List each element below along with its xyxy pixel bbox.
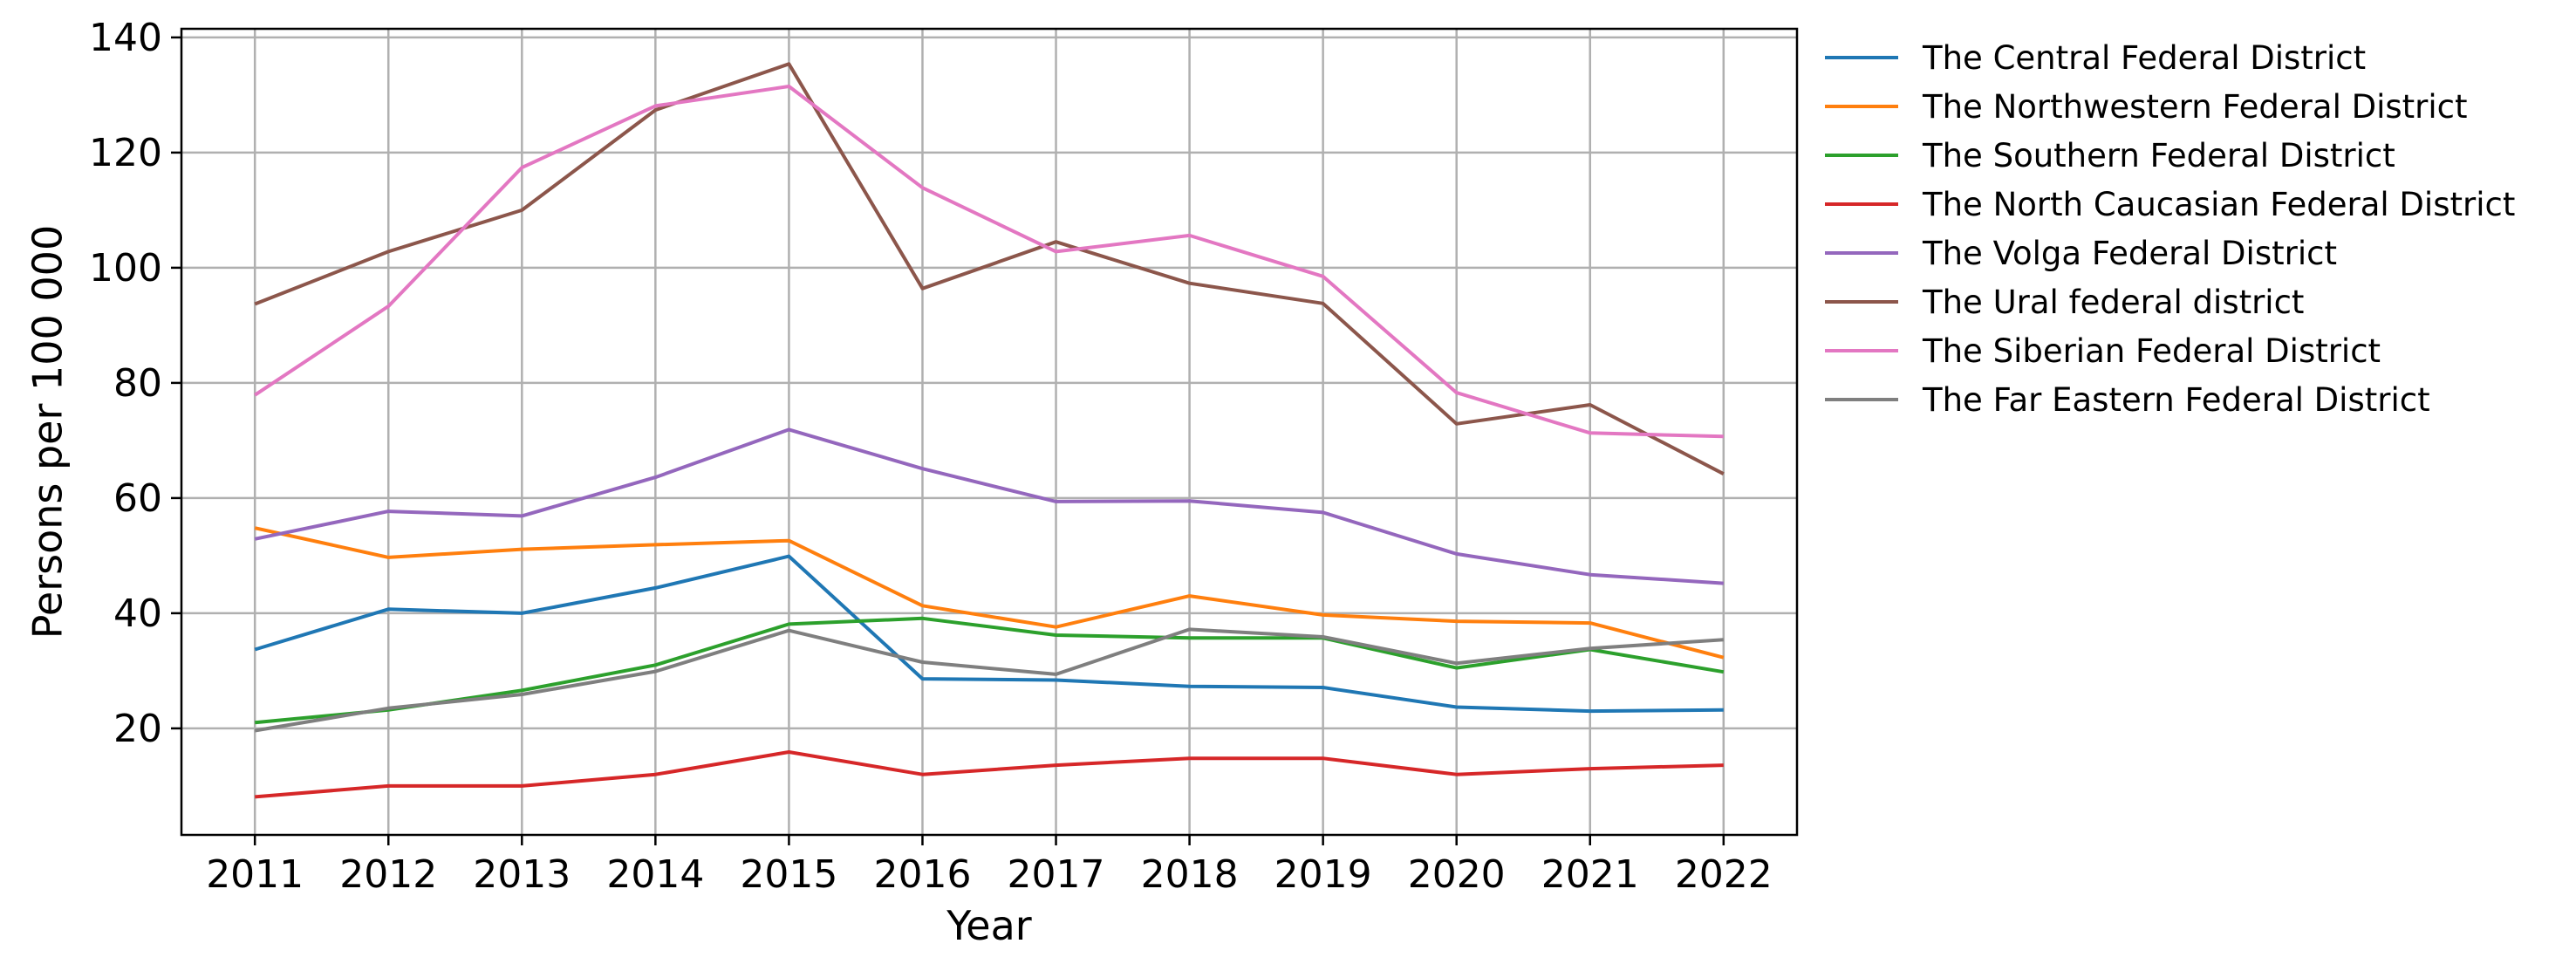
legend-entry: The Southern Federal District xyxy=(1922,137,2395,174)
y-tick-label: 120 xyxy=(89,131,162,175)
series-line-7 xyxy=(254,85,1724,439)
series-line-2 xyxy=(254,526,1725,660)
y-tick-label: 60 xyxy=(113,476,162,521)
y-axis: 20 40 60 80 100 120 140 xyxy=(89,16,181,751)
x-tick-label: 2014 xyxy=(606,852,704,897)
legend-entry: The Ural federal district xyxy=(1922,284,2304,321)
legend-entry: The Central Federal District xyxy=(1922,39,2366,77)
y-tick-label: 80 xyxy=(113,361,162,406)
x-tick-label: 2015 xyxy=(740,852,837,897)
legend-entry: The Siberian Federal District xyxy=(1922,332,2381,370)
x-tick-label: 2020 xyxy=(1408,852,1506,897)
x-tick-label: 2019 xyxy=(1274,852,1372,897)
x-tick-label: 2016 xyxy=(873,852,971,897)
x-tick-label: 2022 xyxy=(1675,852,1773,897)
x-tick-label: 2017 xyxy=(1008,852,1105,897)
y-tick-label: 40 xyxy=(113,591,162,636)
series-line-6 xyxy=(254,62,1725,475)
x-axis: 2011 2012 2013 2014 2015 2016 2017 2018 2019 2020… xyxy=(206,835,1773,897)
plot-area-frame xyxy=(180,27,1799,837)
x-tick-label: 2011 xyxy=(206,852,304,897)
legend: The Central Federal District The Northwes… xyxy=(1825,39,2515,419)
y-tick-label: 20 xyxy=(113,707,162,751)
x-tick-label: 2012 xyxy=(339,852,437,897)
legend-entry: The North Caucasian Federal District xyxy=(1922,186,2515,223)
series-lines xyxy=(254,62,1725,799)
legend-entry: The Northwestern Federal District xyxy=(1922,88,2468,126)
legend-entry: The Volga Federal District xyxy=(1922,235,2337,272)
x-tick-label: 2018 xyxy=(1141,852,1239,897)
x-tick-label: 2013 xyxy=(473,852,571,897)
series-line-4 xyxy=(255,750,1724,799)
y-axis-label: Persons per 100 000 xyxy=(24,225,72,639)
y-tick-label: 140 xyxy=(89,16,162,60)
legend-entry: The Far Eastern Federal District xyxy=(1922,381,2430,419)
series-line-1 xyxy=(254,554,1724,714)
x-axis-label: Year xyxy=(946,902,1031,949)
series-line-3 xyxy=(255,616,1725,725)
x-tick-label: 2021 xyxy=(1541,852,1639,897)
series-line-5 xyxy=(254,427,1724,585)
y-tick-label: 100 xyxy=(89,246,162,291)
series-line-8 xyxy=(254,627,1724,733)
